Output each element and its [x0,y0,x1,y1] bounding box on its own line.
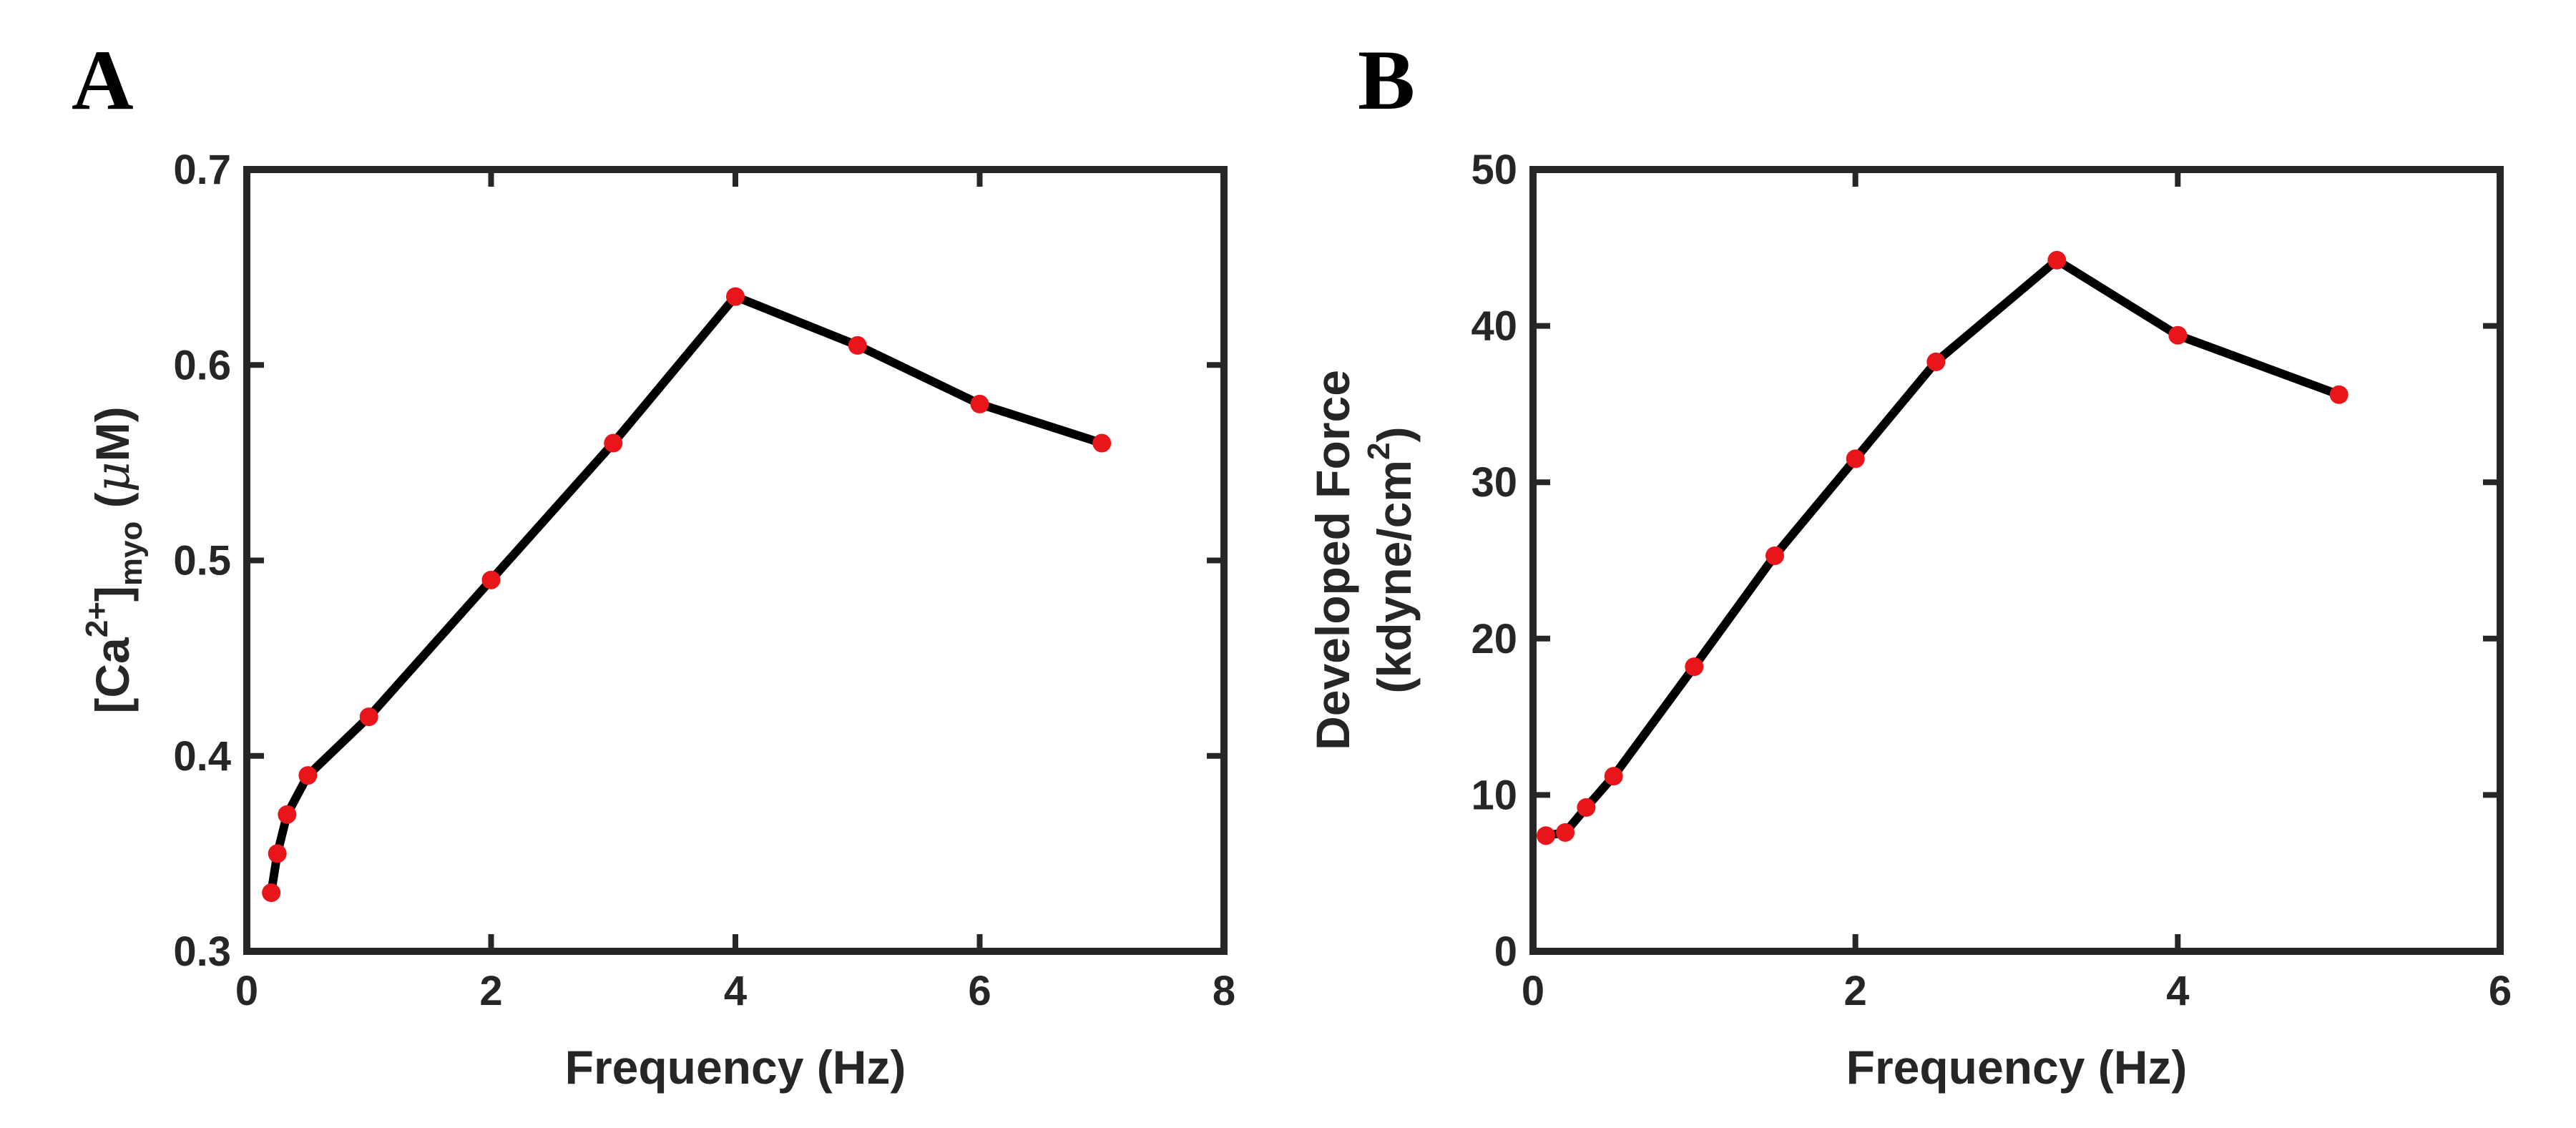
panel-b-axes-box [1529,166,2504,955]
panel-a-series-line [267,292,1107,897]
panel-b-y-tick-label: 20 [1471,616,1517,662]
panel-b-letter: B [1358,32,1415,127]
panel-b-x-tick-label: 0 [1522,968,1544,1014]
panel-b-x-tick-label: 2 [1844,968,1867,1014]
panel-a-data-point [278,805,297,824]
panel-a-x-tick-label: 0 [235,968,258,1014]
panel-b-data-point [1846,449,1865,469]
panel-a-data-point [1092,433,1112,453]
panel-b-data-point [2047,250,2067,270]
panel-b-data-point [1537,826,1556,845]
panel-b-series [1537,250,2349,845]
panel-a-y-tick-label: 0.5 [173,538,231,584]
panel-a-x-axis-label: Frequency (Hz) [565,1041,906,1094]
panel-a-data-point [359,707,378,727]
panel-b-x-axis-label: Frequency (Hz) [1846,1041,2188,1094]
panel-b-y-axis-label-line1: Developed Force [1306,370,1359,750]
panel-a-y-tick-label: 0.6 [173,342,231,388]
panel-b-x-tick-label: 6 [2489,968,2512,1014]
panel-b-y-tick-label: 10 [1471,772,1517,818]
panel-a-x-tick-label: 2 [479,968,502,1014]
panel-a-y-tick-label: 0.4 [173,733,231,780]
panel-a-data-point [604,433,623,453]
panel-b-data-point [1556,823,1575,842]
panel-b-y-tick-label: 50 [1471,147,1517,193]
panel-b-tick-labels: 0 2 4 6 0 10 20 30 40 50 [1471,147,2512,1014]
panel-b-data-point [2168,325,2188,345]
panel-a-data-point [848,335,867,355]
panel-a-series [262,287,1112,903]
panel-a-data-point [262,883,281,903]
panel-b-data-point [1766,546,1784,565]
panel-b-data-point [1604,767,1623,786]
panel-a-letter: A [72,32,134,127]
panel-b-chart: B 0 2 4 6 0 10 20 30 40 50 Frequency (Hz) Develop… [1306,32,2512,1094]
panel-b-series-line [1542,255,2344,840]
panel-a-x-tick-label: 6 [968,968,991,1014]
panel-b-data-point [1685,657,1704,677]
panel-a-x-tick-label: 8 [1213,968,1235,1014]
panel-a-y-tick-label: 0.3 [173,928,231,975]
panel-b-y-tick-label: 40 [1471,303,1517,350]
panel-b-y-tick-label: 0 [1494,928,1517,975]
panel-b-data-point [2329,385,2349,404]
panel-b-ticks [1530,167,2503,954]
panel-a-ticks [244,167,1227,954]
panel-a-chart: A 0 2 4 6 8 0.3 0.4 0.5 0.6 0.7 Frequency (Hz) [C… [72,32,1235,1094]
panel-a-tick-labels: 0 2 4 6 8 0.3 0.4 0.5 0.6 0.7 [173,147,1235,1014]
panel-a-x-tick-label: 4 [724,968,747,1014]
panel-b-x-tick-label: 4 [2166,968,2189,1014]
panel-a-y-tick-label: 0.7 [173,147,231,193]
panel-b-y-axis-label-line2: (kdyne/cm2) [1361,427,1421,694]
panel-b-y-tick-label: 30 [1471,459,1517,506]
panel-a-data-point [298,766,318,785]
panel-a-data-point [481,570,501,589]
panel-a-data-point [268,844,287,863]
panel-a-data-point [726,287,745,306]
panel-b-data-point [1577,798,1596,817]
panel-b-data-point [1926,352,1946,371]
panel-a-data-point [970,394,989,413]
panel-a-axes-box [243,166,1228,955]
panel-a-y-axis-label: [Ca2+]myo (μM) [79,406,149,713]
